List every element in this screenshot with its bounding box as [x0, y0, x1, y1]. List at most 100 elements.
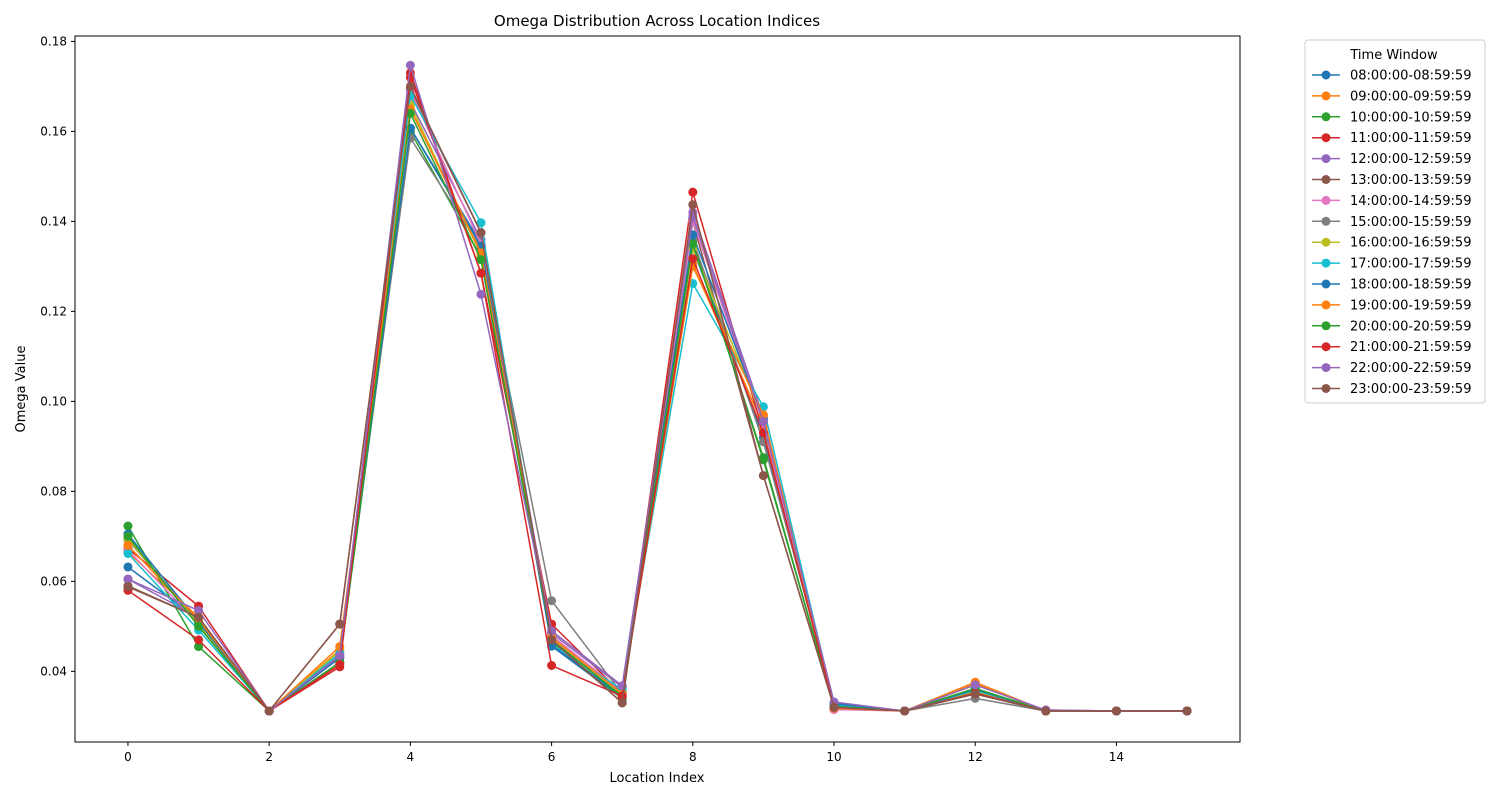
- series-line: [127, 127, 1188, 712]
- data-point: [335, 660, 345, 670]
- legend-swatch-marker: [1321, 321, 1331, 331]
- x-tick-label: 4: [407, 750, 415, 764]
- data-point: [476, 228, 486, 238]
- x-axis: 0 2 4 6 8 10 12 14: [124, 742, 1124, 764]
- legend-label: 19:00:00-19:59:59: [1350, 298, 1471, 313]
- x-tick-label: 10: [826, 750, 841, 764]
- legend-item: 19:00:00-19:59:59: [1312, 298, 1471, 313]
- legend: Time Window 08:00:00-08:59:59 09:00:00-09…: [1304, 39, 1486, 404]
- legend-item: 08:00:00-08:59:59: [1312, 69, 1471, 84]
- data-point: [476, 255, 486, 265]
- data-point: [123, 562, 133, 572]
- legend-label: 22:00:00-22:59:59: [1350, 361, 1471, 376]
- series-line: [127, 85, 1188, 712]
- data-point: [758, 471, 768, 481]
- series-line: [127, 108, 1188, 712]
- series-line: [127, 64, 1188, 712]
- series-line: [127, 76, 1188, 712]
- series-19:00:00-19:59:59: [123, 104, 1192, 716]
- y-axis: 0.04 0.06 0.08 0.10 0.12 0.14 0.16 0.18: [40, 34, 75, 678]
- legend-item: 14:00:00-14:59:59: [1312, 194, 1471, 209]
- data-point: [547, 596, 557, 606]
- series-23:00:00-23:59:59: [123, 81, 1192, 716]
- data-point: [1111, 706, 1121, 716]
- legend-item: 20:00:00-20:59:59: [1312, 319, 1471, 334]
- series-20:00:00-20:59:59: [123, 108, 1192, 716]
- x-tick-label: 0: [124, 750, 132, 764]
- legend-item: 17:00:00-17:59:59: [1312, 257, 1471, 272]
- data-point: [688, 200, 698, 210]
- series-13:00:00-13:59:59: [123, 84, 1192, 716]
- series-21:00:00-21:59:59: [123, 72, 1192, 716]
- legend-item: 21:00:00-21:59:59: [1312, 340, 1471, 355]
- legend-label: 15:00:00-15:59:59: [1350, 215, 1471, 230]
- legend-items: 08:00:00-08:59:59 09:00:00-09:59:59 10:00:…: [1312, 69, 1471, 397]
- data-point: [194, 606, 204, 616]
- legend-swatch-marker: [1321, 363, 1331, 373]
- data-point: [123, 582, 133, 592]
- data-point: [123, 540, 133, 550]
- data-point: [970, 689, 980, 699]
- legend-swatch-marker: [1321, 195, 1331, 205]
- data-point: [194, 635, 204, 645]
- data-point: [264, 706, 274, 716]
- legend-item: 18:00:00-18:59:59: [1312, 278, 1471, 293]
- legend-swatch-marker: [1321, 133, 1331, 143]
- data-point: [617, 691, 627, 701]
- data-point: [900, 706, 910, 716]
- legend-item: 23:00:00-23:59:59: [1312, 382, 1471, 397]
- data-point: [405, 108, 415, 118]
- legend-label: 17:00:00-17:59:59: [1350, 257, 1471, 272]
- data-point: [758, 453, 768, 463]
- chart-title: Omega Distribution Across Location Indic…: [494, 12, 820, 30]
- data-point: [970, 680, 980, 690]
- series-10:00:00-10:59:59: [123, 126, 1192, 716]
- data-point: [476, 289, 486, 299]
- data-point: [1041, 706, 1051, 716]
- legend-swatch-marker: [1321, 91, 1331, 101]
- series-08:00:00-08:59:59: [123, 123, 1192, 716]
- legend-label: 16:00:00-16:59:59: [1350, 236, 1471, 251]
- data-point: [335, 619, 345, 629]
- series-line: [127, 90, 1188, 712]
- data-point: [688, 187, 698, 197]
- legend-item: 13:00:00-13:59:59: [1312, 173, 1471, 188]
- legend-swatch-marker: [1321, 237, 1331, 247]
- series-line: [127, 127, 1188, 712]
- x-tick-label: 8: [689, 750, 697, 764]
- legend-label: 23:00:00-23:59:59: [1350, 382, 1471, 397]
- y-tick-label: 0.16: [40, 124, 67, 138]
- series-line: [127, 112, 1188, 712]
- legend-swatch-marker: [1321, 258, 1331, 268]
- legend-item: 16:00:00-16:59:59: [1312, 236, 1471, 251]
- data-point: [123, 548, 133, 558]
- data-point: [547, 635, 557, 645]
- legend-swatch-marker: [1321, 300, 1331, 310]
- series-16:00:00-16:59:59: [123, 99, 1192, 716]
- x-tick-label: 6: [548, 750, 556, 764]
- series-14:00:00-14:59:59: [123, 86, 1192, 716]
- legend-swatch-marker: [1321, 70, 1331, 80]
- y-tick-label: 0.08: [40, 484, 67, 498]
- series-17:00:00-17:59:59: [123, 90, 1192, 716]
- legend-item: 09:00:00-09:59:59: [1312, 89, 1471, 104]
- legend-swatch-marker: [1321, 154, 1331, 164]
- data-point: [123, 574, 133, 584]
- legend-label: 10:00:00-10:59:59: [1350, 110, 1471, 125]
- series-line: [127, 108, 1188, 712]
- data-point: [547, 661, 557, 671]
- series-18:00:00-18:59:59: [123, 123, 1192, 716]
- data-point: [123, 531, 133, 541]
- data-point: [194, 642, 204, 652]
- plot-frame: [74, 35, 1241, 743]
- legend-item: 10:00:00-10:59:59: [1312, 110, 1471, 125]
- legend-swatch-marker: [1321, 384, 1331, 393]
- data-point: [547, 626, 557, 636]
- series-15:00:00-15:59:59: [123, 133, 1192, 716]
- legend-label: 21:00:00-21:59:59: [1350, 340, 1471, 355]
- data-point: [123, 521, 133, 531]
- legend-label: 18:00:00-18:59:59: [1350, 278, 1471, 293]
- series-12:00:00-12:59:59: [123, 97, 1192, 716]
- legend-title: Time Window: [1349, 48, 1438, 63]
